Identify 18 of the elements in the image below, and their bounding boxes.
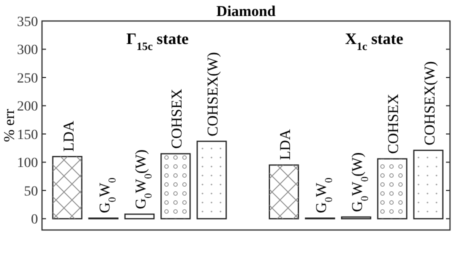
x-tick-label: COHSEX xyxy=(386,94,402,154)
y-tick-label: 200 xyxy=(17,100,38,115)
annotation: Γ$_{15c}$ state xyxy=(126,31,189,53)
x-tick-label: LDA xyxy=(61,120,78,152)
x-tick-label: COHSEX(W) xyxy=(206,52,222,136)
y-tick-label: 300 xyxy=(17,43,38,58)
chart-title: Diamond xyxy=(216,4,276,20)
x-tick-label: COHSEX xyxy=(170,88,186,149)
y-tick-label: 250 xyxy=(17,71,38,86)
annotation: X$_{1c}$ state xyxy=(345,31,404,53)
y-tick-label: 100 xyxy=(17,156,38,172)
y-tick-label: 150 xyxy=(17,128,38,143)
x-tick-label: LDA xyxy=(278,129,294,160)
y-tick-label: 50 xyxy=(24,184,38,200)
y-tick-label: 350 xyxy=(17,14,38,30)
y-tick-label: 0 xyxy=(31,212,38,228)
x-tick-label: COHSEX(W) xyxy=(422,61,438,146)
y-axis-title: % err xyxy=(2,109,18,142)
